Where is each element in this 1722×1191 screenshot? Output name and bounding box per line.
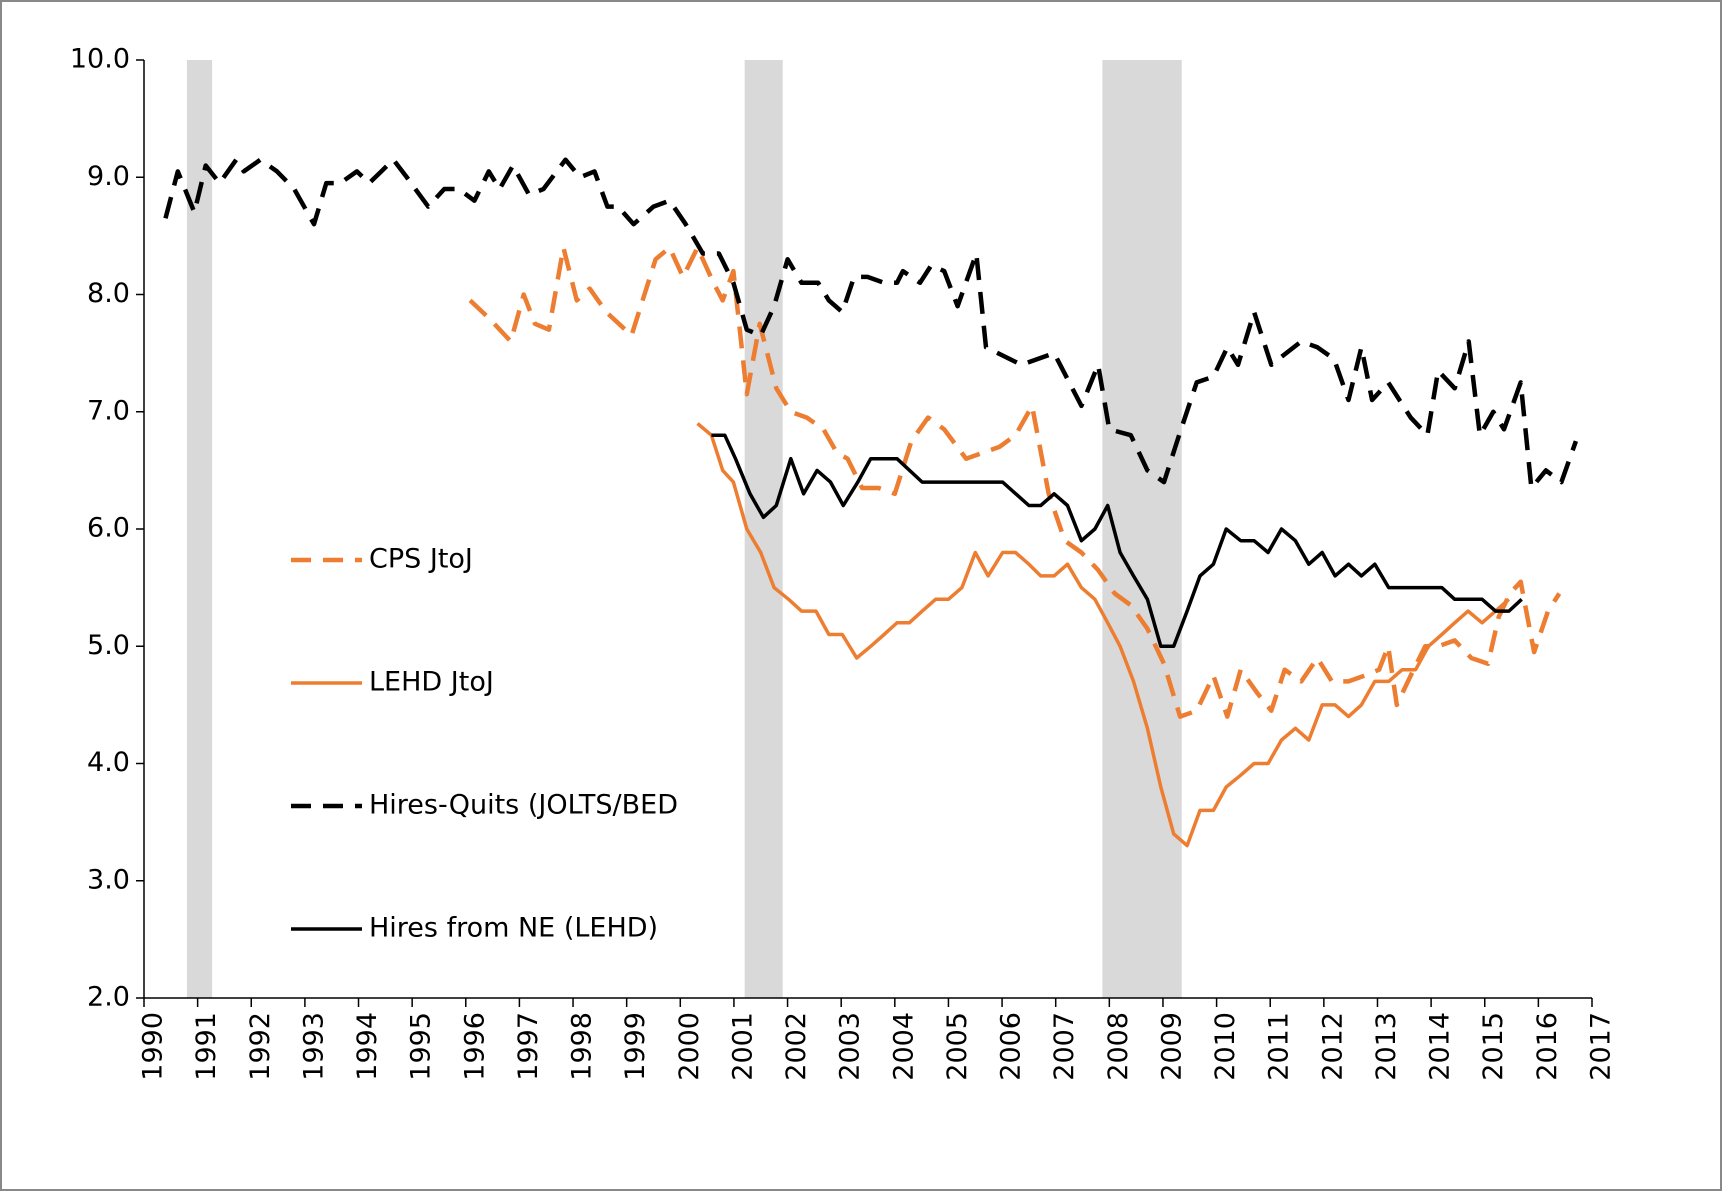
x-tick-label: 2004 xyxy=(888,1012,919,1081)
series-line xyxy=(711,433,1523,649)
series-line xyxy=(696,422,1511,848)
y-tick-label: 4.0 xyxy=(87,747,130,778)
x-tick-label: 1991 xyxy=(191,1012,222,1081)
x-tick-label: 1996 xyxy=(459,1012,490,1081)
x-tick-label: 2006 xyxy=(996,1012,1027,1081)
legend-label: Hires from NE (LEHD) xyxy=(369,913,658,944)
x-tick-label: 1993 xyxy=(298,1012,329,1081)
legend-label: Hires-Quits (JOLTS/BED xyxy=(369,790,678,821)
y-tick-label: 5.0 xyxy=(87,630,130,661)
y-tick-label: 3.0 xyxy=(87,864,130,895)
x-tick-label: 2012 xyxy=(1317,1012,1348,1081)
x-tick-label: 2017 xyxy=(1586,1012,1617,1081)
x-tick-label: 2003 xyxy=(835,1012,866,1081)
series-line xyxy=(468,245,1562,719)
x-tick-label: 2014 xyxy=(1425,1012,1456,1081)
recession-band xyxy=(186,60,213,998)
y-tick-label: 7.0 xyxy=(87,395,130,426)
x-tick-label: 2013 xyxy=(1371,1012,1402,1081)
x-tick-label: 1995 xyxy=(406,1012,437,1081)
y-tick-label: 2.0 xyxy=(87,982,130,1013)
x-tick-label: 2015 xyxy=(1478,1012,1509,1081)
x-tick-label: 2000 xyxy=(674,1012,705,1081)
x-tick-label: 1999 xyxy=(620,1012,651,1081)
x-tick-label: 1992 xyxy=(245,1012,276,1081)
y-tick-label: 9.0 xyxy=(87,161,130,192)
x-tick-label: 2008 xyxy=(1103,1012,1134,1081)
x-tick-label: 2010 xyxy=(1210,1012,1241,1081)
legend-label: LEHD JtoJ xyxy=(369,667,494,698)
series-line xyxy=(163,157,1579,491)
y-tick-label: 8.0 xyxy=(87,278,130,309)
legend-label: CPS JtoJ xyxy=(369,544,473,575)
x-tick-label: 2001 xyxy=(727,1012,758,1081)
x-tick-label: 2009 xyxy=(1156,1012,1187,1081)
x-tick-label: 2005 xyxy=(942,1012,973,1081)
x-tick-label: 1998 xyxy=(567,1012,598,1081)
y-tick-label: 10.0 xyxy=(70,44,130,75)
x-tick-label: 2002 xyxy=(781,1012,812,1081)
x-tick-label: 1997 xyxy=(513,1012,544,1081)
recession-band xyxy=(744,60,783,998)
x-tick-label: 2007 xyxy=(1049,1012,1080,1081)
y-tick-label: 6.0 xyxy=(87,513,130,544)
x-tick-label: 2016 xyxy=(1532,1012,1563,1081)
x-tick-label: 2011 xyxy=(1264,1012,1295,1081)
x-tick-label: 1994 xyxy=(352,1012,383,1081)
x-tick-label: 1990 xyxy=(138,1012,169,1081)
